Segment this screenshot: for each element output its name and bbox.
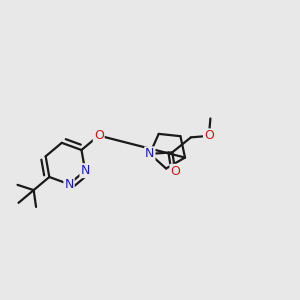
Text: N: N: [80, 164, 90, 177]
Text: N: N: [64, 178, 74, 191]
Text: O: O: [204, 129, 214, 142]
Text: O: O: [94, 129, 104, 142]
Text: O: O: [170, 165, 180, 178]
Text: N: N: [145, 147, 154, 161]
